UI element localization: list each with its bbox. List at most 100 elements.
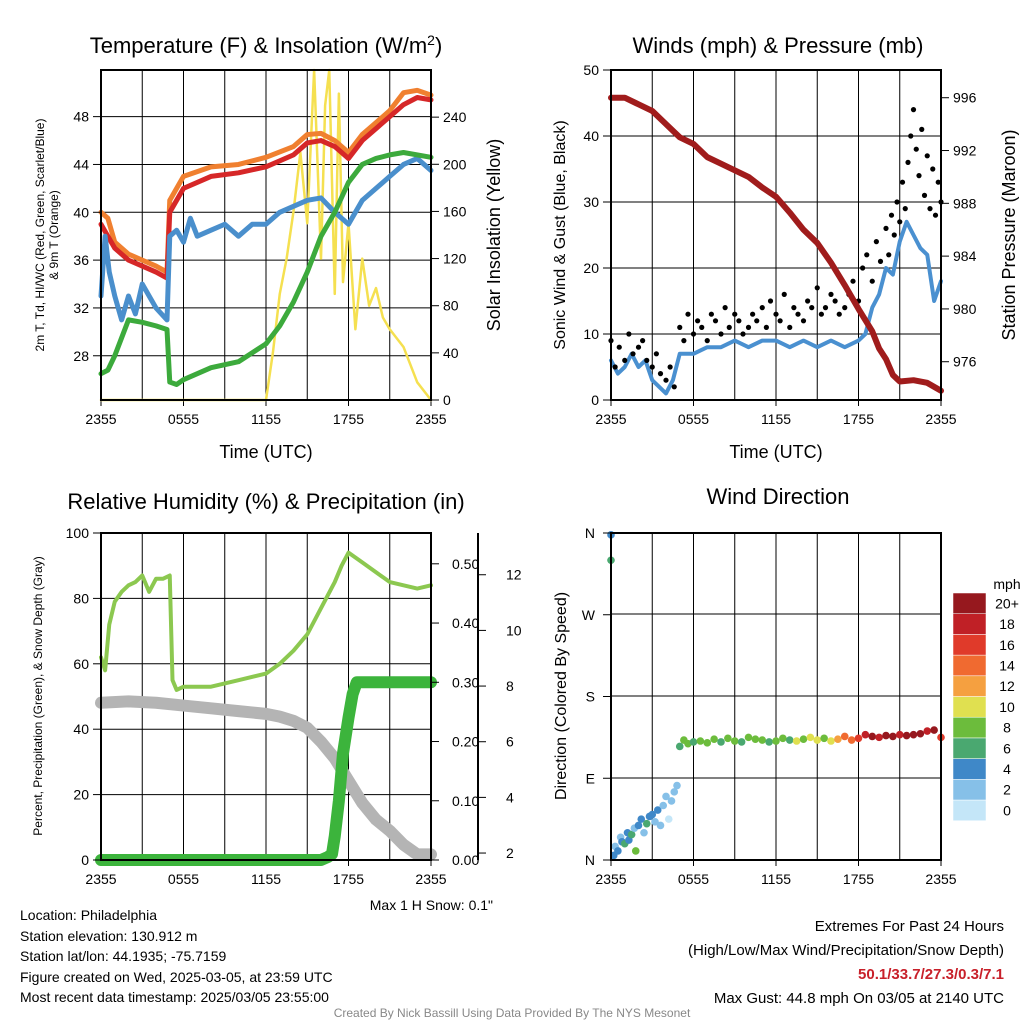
colorbar-tick-label: 18 (999, 616, 1015, 632)
gust-point (910, 107, 917, 113)
direction-point (889, 732, 897, 741)
y2-tick-label: 240 (443, 109, 467, 125)
colorbar-swatch (952, 716, 987, 739)
y-tick-label: 20 (583, 260, 599, 276)
y2-tick-label: 992 (953, 143, 977, 159)
gust-point (891, 232, 897, 238)
y2-tick-label: 200 (443, 156, 467, 172)
gust-point (860, 265, 866, 271)
y-tick-label: 40 (583, 128, 599, 144)
gust-point (657, 371, 664, 377)
gust-point (832, 298, 838, 304)
direction-point (648, 810, 657, 819)
y-tick-label: S (586, 689, 595, 705)
y-axis-label: Percent, Precipitation (Green), & Snow D… (31, 556, 45, 835)
extremes-title: Extremes For Past 24 Hours (814, 918, 1004, 935)
gust-point (800, 318, 807, 324)
gust-point (750, 311, 756, 317)
y-tick-label: W (582, 607, 596, 623)
y3-tick-label: 6 (506, 734, 514, 750)
gust-point (667, 364, 673, 370)
direction-point (737, 738, 746, 746)
gust-point (649, 364, 655, 370)
y-axis-label: Sonic Wind & Gust (Blue, Black) (552, 120, 569, 349)
direction-point (916, 729, 925, 738)
x-axis-label: Time (UTC) (219, 442, 312, 462)
recent-timestamp: Most recent data timestamp: 2025/03/05 2… (20, 989, 329, 1005)
gust-point (828, 291, 834, 297)
direction-point (923, 727, 932, 735)
x-tick-label: 2355 (925, 871, 956, 887)
y-tick-label: 36 (73, 252, 89, 268)
y2-tick-label: 80 (443, 298, 459, 314)
colorbar-swatch (952, 696, 987, 718)
direction-point (675, 742, 684, 751)
direction-point (813, 736, 822, 744)
extremes-subtitle: (High/Low/Max Wind/Precipitation/Snow De… (688, 942, 1004, 959)
gust-point (622, 357, 628, 363)
y-tick-label: N (585, 525, 595, 541)
extremes-box: Extremes For Past 24 Hours (High/Low/Max… (688, 915, 1004, 1011)
gust-point (708, 311, 714, 317)
direction-point (642, 819, 651, 828)
chart-title: Temperature (F) & Insolation (W/m2) (90, 32, 443, 58)
direction-point (854, 734, 863, 743)
y2-tick-label: 120 (443, 251, 467, 267)
x-tick-label: 2355 (85, 411, 116, 427)
y2-tick-label: 996 (953, 90, 977, 106)
y3-tick-label: 10 (506, 622, 522, 638)
gust-point (932, 212, 939, 218)
plot-frame (100, 69, 432, 401)
direction-point (799, 735, 808, 743)
series-9m-t (98, 87, 434, 275)
y2-tick-label: 0.20 (452, 734, 479, 750)
gust-point (626, 331, 632, 337)
lat-lon: Station lat/lon: 44.1935; -75.7159 (20, 948, 227, 964)
gust-point (644, 357, 650, 363)
gust-point (781, 291, 787, 297)
direction-point (640, 828, 648, 837)
gust-point (836, 311, 842, 317)
gust-point (897, 219, 903, 225)
direction-point (717, 738, 725, 746)
direction-point (902, 731, 911, 740)
gust-point (671, 384, 677, 390)
gust-point (924, 153, 930, 159)
colorbar-tick-label: 16 (999, 637, 1015, 653)
gust-point (777, 318, 783, 324)
y2-axis-label: Station Pressure (Maroon) (999, 129, 1019, 340)
y2-tick-label: 988 (953, 195, 977, 211)
direction-point (861, 730, 870, 739)
gust-point (653, 351, 659, 357)
x-tick-label: 2355 (415, 871, 446, 887)
y3-tick-label: 8 (506, 678, 514, 694)
gust-point (935, 179, 941, 185)
direction-point (827, 737, 835, 745)
elevation: Station elevation: 130.912 m (20, 927, 198, 944)
direction-point (847, 736, 856, 744)
direction-point (703, 739, 712, 747)
colorbar-tick-label: 2 (1003, 782, 1011, 798)
series-precipitation (95, 676, 437, 866)
gust-point (908, 133, 914, 139)
y-tick-label: 50 (583, 62, 599, 78)
colorbar-swatch (952, 592, 987, 614)
chart-title: Winds (mph) & Pressure (mb) (633, 33, 924, 58)
y2-tick-label: 40 (443, 345, 459, 361)
gust-point (795, 311, 801, 317)
location: Location: Philadelphia (20, 907, 157, 923)
direction-point (834, 735, 842, 743)
chart-title: Wind Direction (706, 484, 849, 509)
direction-point (779, 734, 787, 743)
series-2m-t (98, 95, 434, 281)
direction-point (689, 738, 698, 746)
y-tick-label: 40 (73, 721, 89, 737)
gust-point (635, 344, 642, 350)
direction-point (785, 736, 794, 744)
direction-point (662, 792, 670, 801)
gust-point (612, 364, 618, 370)
direction-point (909, 730, 918, 739)
colorbar-tick-label: 8 (1003, 720, 1011, 736)
y2-tick-label: 976 (953, 354, 977, 370)
x-tick-label: 2355 (595, 871, 626, 887)
